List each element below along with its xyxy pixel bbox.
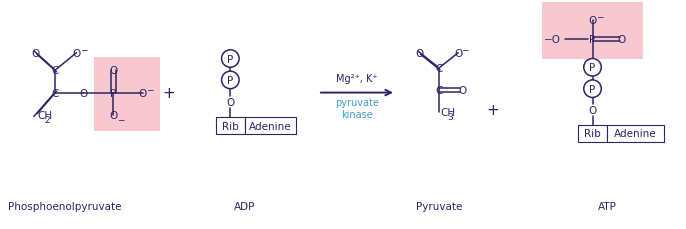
Circle shape xyxy=(222,51,239,68)
Text: C: C xyxy=(435,85,442,95)
Circle shape xyxy=(584,81,602,98)
Bar xyxy=(94,57,161,131)
Bar xyxy=(542,3,643,59)
Circle shape xyxy=(584,59,602,77)
Text: Rib: Rib xyxy=(222,121,239,131)
Text: O: O xyxy=(139,88,147,98)
Text: O: O xyxy=(617,35,626,45)
Text: O: O xyxy=(226,98,235,108)
FancyBboxPatch shape xyxy=(607,125,663,143)
Text: Phosphoenolpyruvate: Phosphoenolpyruvate xyxy=(8,202,121,212)
Text: O: O xyxy=(589,16,597,25)
Text: 3: 3 xyxy=(447,113,453,122)
Text: P: P xyxy=(589,63,595,73)
Text: −: − xyxy=(461,45,469,54)
Text: Pyruvate: Pyruvate xyxy=(416,202,462,212)
Text: O: O xyxy=(109,110,117,120)
Text: O: O xyxy=(589,106,597,116)
Text: Rib: Rib xyxy=(584,129,601,139)
Text: P: P xyxy=(589,84,595,94)
Text: P: P xyxy=(589,35,595,45)
Text: O: O xyxy=(79,88,87,98)
Text: pyruvate: pyruvate xyxy=(335,98,379,108)
Text: −: − xyxy=(117,115,124,124)
Text: C: C xyxy=(435,64,442,74)
Text: CH: CH xyxy=(38,110,53,120)
Text: O: O xyxy=(109,66,117,76)
Text: +: + xyxy=(487,102,499,117)
Text: O: O xyxy=(458,85,466,95)
Text: Adenine: Adenine xyxy=(614,129,657,139)
Text: P: P xyxy=(227,76,233,86)
Text: −: − xyxy=(80,45,87,54)
Text: Mg²⁺, K⁺: Mg²⁺, K⁺ xyxy=(336,74,378,84)
Text: P: P xyxy=(227,54,233,64)
Text: O: O xyxy=(72,49,81,58)
FancyBboxPatch shape xyxy=(245,117,296,135)
Circle shape xyxy=(222,72,239,89)
Text: kinase: kinase xyxy=(341,109,372,120)
FancyBboxPatch shape xyxy=(578,125,607,143)
Text: O: O xyxy=(454,49,462,58)
Text: ATP: ATP xyxy=(598,202,617,212)
Text: CH: CH xyxy=(440,108,456,117)
Text: −: − xyxy=(595,12,603,21)
Text: −O: −O xyxy=(545,35,561,45)
Text: +: + xyxy=(163,86,176,101)
Text: C: C xyxy=(51,66,59,76)
FancyBboxPatch shape xyxy=(215,117,245,135)
Text: C: C xyxy=(51,88,59,98)
Text: Adenine: Adenine xyxy=(249,121,292,131)
Text: P: P xyxy=(110,88,117,98)
Text: −: − xyxy=(145,85,153,94)
Text: 2: 2 xyxy=(45,116,50,125)
Text: O: O xyxy=(415,49,423,58)
Text: ADP: ADP xyxy=(234,202,256,212)
Text: O: O xyxy=(32,49,40,58)
